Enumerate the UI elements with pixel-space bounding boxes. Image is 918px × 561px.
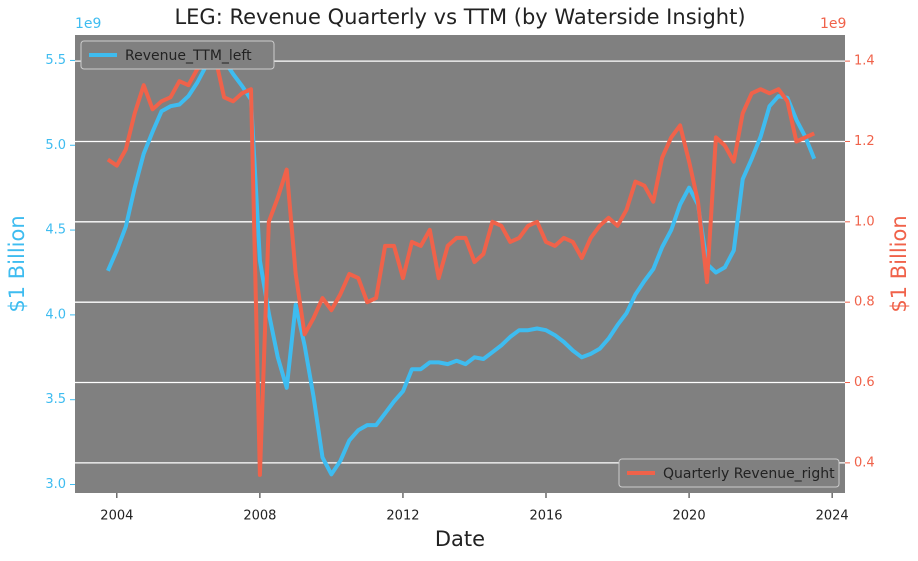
y-tick-label: 4.5 bbox=[45, 223, 66, 238]
x-tick-label: 2004 bbox=[100, 509, 133, 524]
chart-title: LEG: Revenue Quarterly vs TTM (by Waters… bbox=[174, 5, 745, 29]
legend-label: Revenue_TTM_left bbox=[125, 48, 252, 64]
plot-area bbox=[75, 35, 845, 493]
y2-tick-label: 1.0 bbox=[854, 214, 875, 229]
legend-label: Quarterly Revenue_right bbox=[663, 466, 835, 482]
y-axis-label: $1 Billion bbox=[5, 215, 29, 312]
x-tick-label: 2024 bbox=[816, 509, 849, 524]
y-tick-label: 3.5 bbox=[45, 392, 66, 407]
legend-box bbox=[618, 458, 840, 488]
x-tick-label: 2016 bbox=[529, 509, 562, 524]
y-tick-label: 5.0 bbox=[45, 138, 66, 153]
x-tick-label: 2008 bbox=[243, 509, 276, 524]
y2-tick-label: 0.6 bbox=[854, 375, 875, 390]
y2-tick-label: 0.8 bbox=[854, 295, 875, 310]
y2-tick-label: 1.2 bbox=[854, 134, 875, 149]
y2-tick-label: 1.4 bbox=[854, 54, 875, 69]
y-offset-label: 1e9 bbox=[75, 16, 101, 32]
y-tick-label: 3.0 bbox=[45, 477, 66, 492]
x-axis-label: Date bbox=[435, 527, 485, 551]
series-line bbox=[106, 55, 816, 477]
legend-box bbox=[80, 40, 275, 70]
y2-offset-label: 1e9 bbox=[820, 16, 846, 32]
x-tick-label: 2020 bbox=[673, 509, 706, 524]
y2-tick-label: 0.4 bbox=[854, 455, 875, 470]
x-tick-label: 2012 bbox=[386, 509, 419, 524]
y2-axis-label: $1 Billion bbox=[887, 215, 911, 312]
y-tick-label: 5.5 bbox=[45, 53, 66, 68]
y-tick-label: 4.0 bbox=[45, 307, 66, 322]
